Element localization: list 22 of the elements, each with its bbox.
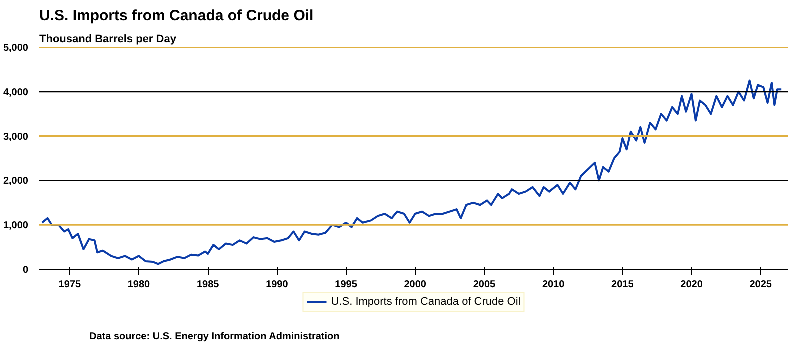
y-axis-title: Thousand Barrels per Day [40,34,178,46]
y-tick-label: 3,000 [3,132,29,143]
x-tick-label: 1990 [266,280,289,290]
y-tick-label: 0 [22,265,29,276]
y-tick-label: 1,000 [3,220,29,232]
legend-label: U.S. Imports from Canada of Crude Oil [331,296,521,308]
x-tick-label: 1975 [58,280,82,290]
x-tick-label: 2000 [404,280,427,290]
y-tick-label: 4,000 [3,87,29,98]
x-tick-label: 1980 [128,280,151,290]
x-tick-label: 1985 [196,280,220,290]
source-note: Data source: U.S. Energy Information Administration [90,332,340,342]
y-tick-label: 5,000 [3,43,29,54]
x-tick-label: 2005 [473,280,496,290]
line-series [41,80,783,266]
x-tick-label: 1995 [335,280,358,290]
y-tick-label: 2,000 [3,176,29,188]
x-tick-label: 2010 [542,280,566,290]
x-tick-label: 2015 [612,280,634,290]
chart-title: U.S. Imports from Canada of Crude Oil [40,8,314,24]
x-tick-label: 2025 [750,280,772,290]
x-tick-label: 2020 [680,280,704,290]
